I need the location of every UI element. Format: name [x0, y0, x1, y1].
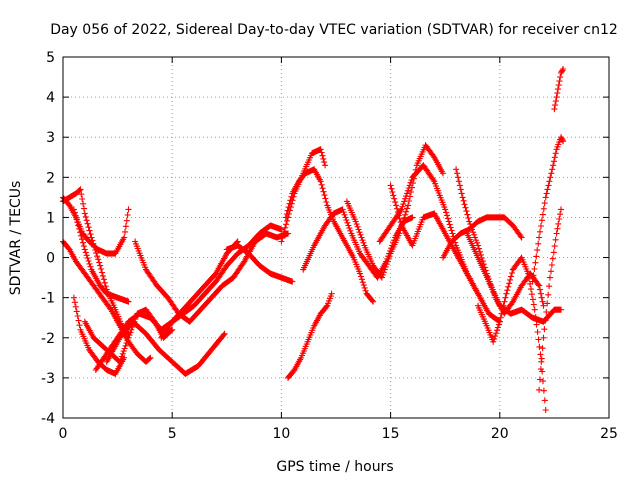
chart-title: Day 056 of 2022, Sidereal Day-to-day VTE…: [50, 22, 618, 38]
y-tick-label: -3: [41, 371, 55, 387]
tick-label-layer: 0 5 10 15 20 25 -4 -3 -2 -1 0 1 2 3 4 5: [41, 50, 618, 442]
tick-layer: [62, 56, 610, 419]
data-series-arc-12: [278, 146, 329, 245]
y-tick-label: 3: [46, 130, 55, 146]
data-layer: [59, 65, 567, 414]
x-tick-label: 0: [59, 426, 68, 442]
data-series-arc-22: [474, 254, 549, 414]
y-tick-label: 2: [46, 170, 55, 186]
data-series-arc-10: [158, 222, 285, 341]
y-tick-label: -4: [41, 411, 55, 427]
data-series-arc-4: [70, 206, 132, 305]
y-tick-label: 1: [46, 210, 55, 226]
x-tick-label: 25: [600, 426, 618, 442]
x-tick-label: 5: [168, 426, 177, 442]
data-series-arc-13: [282, 166, 377, 305]
data-series-arc-16: [343, 142, 447, 281]
y-tick-label: -2: [41, 331, 55, 347]
y-tick-label: -1: [41, 291, 55, 307]
plot-frame: [62, 56, 610, 419]
x-tick-label: 15: [382, 426, 400, 442]
y-tick-label: 4: [46, 90, 55, 106]
data-series-arc-25: [551, 65, 567, 113]
data-series-arc-11: [223, 242, 296, 285]
x-axis-label: GPS time / hours: [276, 459, 393, 475]
data-series-arc-21: [463, 230, 565, 325]
data-series-arc-8: [103, 318, 228, 378]
y-tick-label: 0: [46, 251, 55, 267]
data-series-arc-14: [284, 290, 335, 382]
x-tick-label: 20: [491, 426, 509, 442]
grid-layer: [63, 57, 609, 418]
y-tick-label: 5: [46, 50, 55, 66]
data-series-arc-5: [70, 294, 128, 378]
x-tick-label: 10: [272, 426, 290, 442]
data-series-arc-23: [529, 134, 567, 285]
data-series-arc-24: [535, 206, 565, 394]
data-series-arc-9: [131, 230, 292, 325]
y-axis-label: SDTVAR / TECUs: [8, 181, 24, 296]
